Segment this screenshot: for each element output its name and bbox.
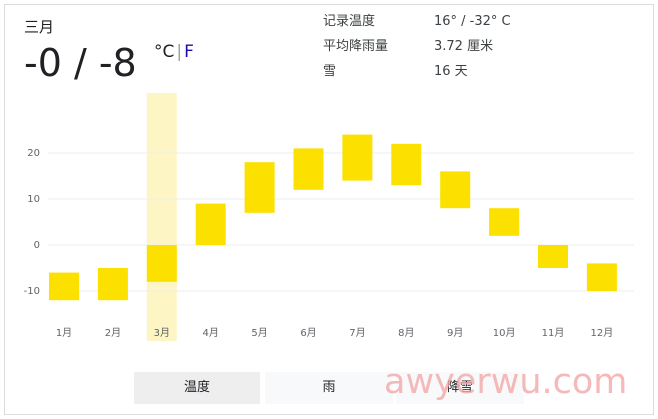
temperature-bar[interactable] bbox=[342, 134, 373, 181]
selected-month-title: 三月 bbox=[24, 18, 55, 36]
fahrenheit-unit-link[interactable]: F bbox=[184, 42, 194, 62]
x-tick-label: 11月 bbox=[542, 327, 565, 339]
x-tick-label: 4月 bbox=[203, 327, 219, 339]
unit-toggle: °C | F bbox=[154, 42, 194, 62]
x-tick-label: 2月 bbox=[105, 327, 121, 339]
selected-month-highlight bbox=[146, 93, 177, 341]
tab-temperature[interactable]: 温度 bbox=[134, 372, 260, 404]
temperature-bar[interactable] bbox=[49, 272, 79, 301]
weather-card bbox=[4, 4, 654, 415]
x-tick-label: 7月 bbox=[349, 327, 365, 339]
tab-rain[interactable]: 雨 bbox=[265, 372, 393, 404]
temperature-bar[interactable] bbox=[146, 245, 177, 282]
temperature-bar[interactable] bbox=[586, 263, 617, 291]
unit-separator: | bbox=[176, 42, 183, 62]
x-tick-label: 12月 bbox=[591, 327, 614, 339]
temperature-bar[interactable] bbox=[489, 208, 520, 236]
x-tick-label: 3月 bbox=[154, 327, 170, 339]
y-tick-label: 0 bbox=[34, 240, 40, 251]
temperature-chart: 20 10 0 -10 1月 2月 3月 4月 5月 6月 7月 8月 9月 10月 11月 12月 bbox=[24, 93, 634, 341]
x-tick-label: 8月 bbox=[398, 327, 414, 339]
watermark: awyerwu.com bbox=[384, 362, 628, 402]
temperature-bar[interactable] bbox=[195, 203, 226, 245]
y-tick-label: -10 bbox=[24, 286, 40, 297]
x-tick-label: 1月 bbox=[56, 327, 72, 339]
tab-snow[interactable]: 降雪 bbox=[396, 372, 524, 404]
temperature-bar[interactable] bbox=[391, 143, 422, 186]
x-tick-label: 6月 bbox=[300, 327, 316, 339]
stat-label: 记录温度 bbox=[323, 14, 376, 29]
stat-value: 16° / -32° C bbox=[434, 14, 511, 29]
stat-label: 平均降雨量 bbox=[323, 39, 389, 54]
temperature-bar[interactable] bbox=[440, 171, 471, 209]
temperature-bar[interactable] bbox=[293, 148, 324, 190]
temperature-bar[interactable] bbox=[97, 268, 128, 301]
celsius-unit[interactable]: °C bbox=[154, 42, 175, 62]
x-tick-label: 10月 bbox=[493, 327, 516, 339]
temperature-range: -0 / -8 bbox=[24, 41, 137, 85]
x-tick-label: 9月 bbox=[447, 327, 463, 339]
stat-label: 雪 bbox=[323, 64, 337, 79]
stat-value: 3.72 厘米 bbox=[434, 39, 494, 54]
stat-value: 16 天 bbox=[434, 64, 468, 79]
x-tick-label: 5月 bbox=[251, 327, 267, 339]
temperature-bar[interactable] bbox=[244, 162, 275, 213]
y-tick-label: 20 bbox=[27, 148, 40, 159]
chart-tabs: 温度 雨 降雪 bbox=[134, 372, 524, 404]
temperature-bar[interactable] bbox=[538, 245, 568, 268]
y-tick-label: 10 bbox=[27, 194, 40, 205]
